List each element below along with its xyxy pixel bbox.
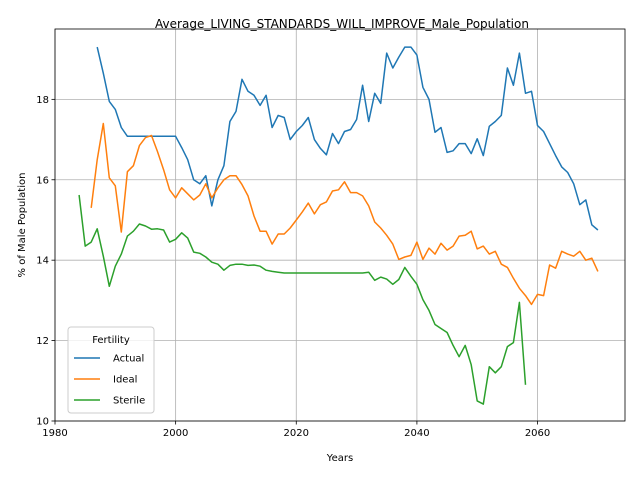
series-lines [78, 46, 599, 405]
series-line-ideal [90, 122, 599, 306]
x-tick-label: 2040 [404, 428, 429, 439]
plot-frame [54, 28, 626, 422]
x-tick-label: 2060 [525, 428, 550, 439]
x-tick-label: 1980 [42, 428, 67, 439]
y-axis-label: % of Male Population [17, 173, 28, 278]
x-axis-ticks: 1980 2000 2020 2040 2060 [42, 421, 550, 439]
legend-title: Fertility [92, 335, 130, 346]
y-axis-ticks: 10 12 14 16 18 [36, 95, 55, 428]
legend-label-sterile: Sterile [113, 396, 145, 407]
legend-box [67, 326, 155, 414]
y-tick-label: 12 [36, 336, 49, 347]
y-tick-label: 10 [36, 417, 49, 428]
x-axis-label: Years [326, 453, 353, 464]
legend-label-actual: Actual [113, 354, 144, 365]
series-line-actual [96, 46, 599, 231]
x-tick-label: 2020 [284, 428, 309, 439]
series-line-sterile [78, 194, 527, 405]
legend-label-ideal: Ideal [113, 375, 137, 386]
y-tick-label: 16 [36, 175, 49, 186]
y-tick-label: 14 [36, 256, 49, 267]
legend: Fertility Actual Ideal Sterile [67, 326, 155, 414]
chart-title: Average_LIVING_STANDARDS_WILL_IMPROVE_Ma… [155, 17, 529, 31]
legend-entries: Actual Ideal Sterile [74, 354, 145, 407]
y-tick-label: 18 [36, 95, 49, 106]
x-tick-label: 2000 [163, 428, 188, 439]
